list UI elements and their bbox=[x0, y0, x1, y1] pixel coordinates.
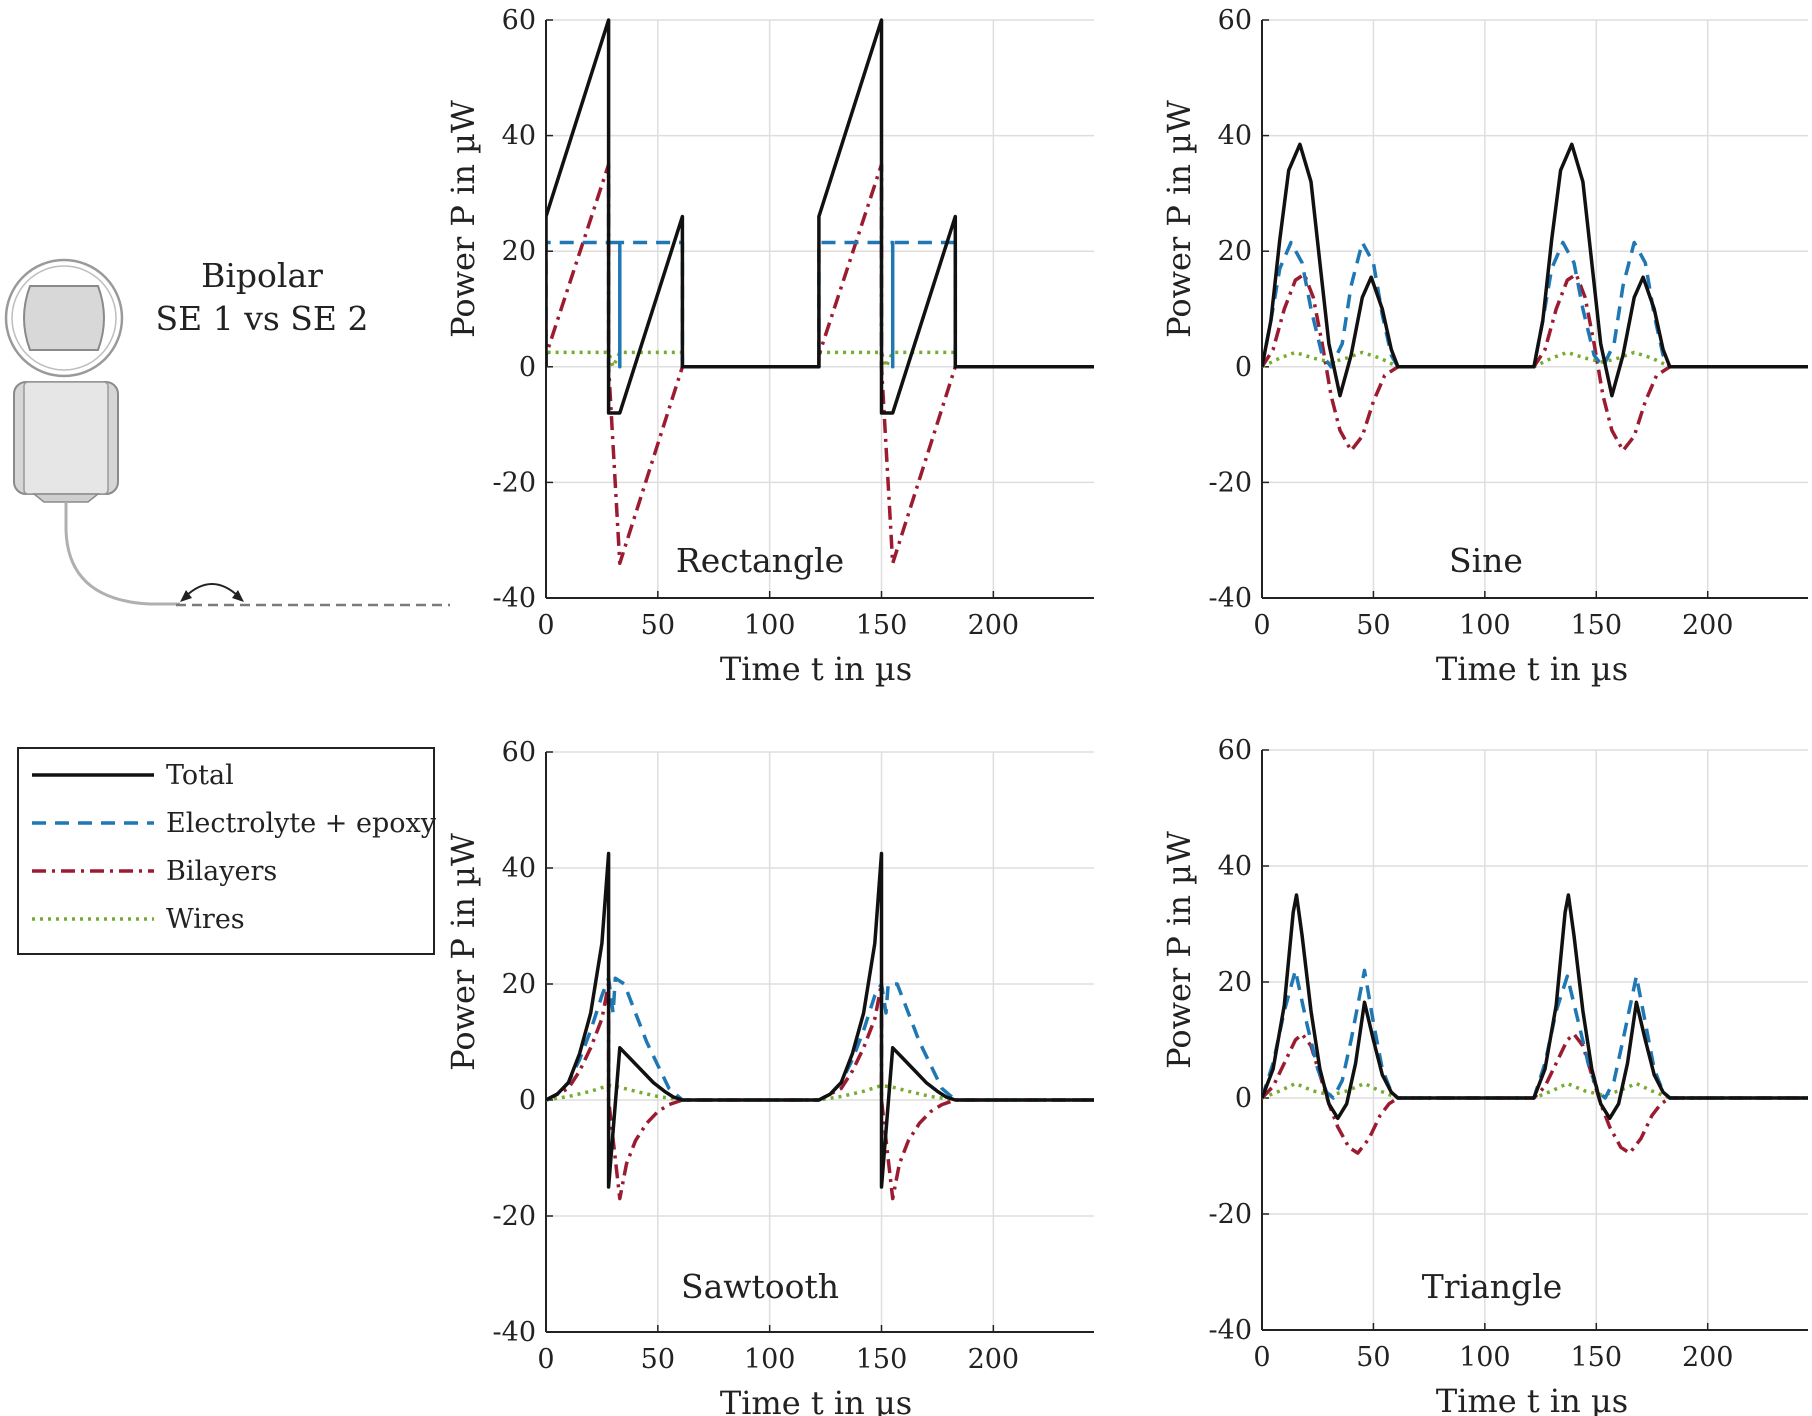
y-tick-label: -20 bbox=[1209, 1199, 1252, 1230]
x-tick-label: 150 bbox=[856, 610, 908, 641]
x-tick-label: 200 bbox=[1682, 610, 1734, 641]
y-tick-label: 40 bbox=[1218, 121, 1252, 152]
x-axis-label: Time t in µs bbox=[1436, 650, 1628, 688]
x-axis-label: Time t in µs bbox=[1436, 1382, 1628, 1416]
x-tick-label: 200 bbox=[1682, 1342, 1734, 1373]
y-tick-label: 0 bbox=[519, 1085, 536, 1116]
chart-title: Rectangle bbox=[676, 541, 844, 580]
y-tick-label: -40 bbox=[493, 1317, 536, 1348]
legend-item-bilayers: Bilayers bbox=[32, 856, 277, 887]
series-line-bilayers bbox=[546, 982, 1094, 1201]
x-tick-label: 50 bbox=[641, 610, 675, 641]
x-axis-label: Time t in µs bbox=[720, 650, 912, 688]
series-line-total bbox=[1262, 893, 1808, 1121]
x-tick-label: 100 bbox=[744, 1344, 796, 1375]
chart-title: Sine bbox=[1449, 541, 1523, 580]
x-tick-label: 0 bbox=[537, 610, 554, 641]
series-line-electrolyte-epoxy bbox=[1262, 968, 1808, 1100]
x-tick-label: 150 bbox=[1571, 1342, 1623, 1373]
legend-label: Electrolyte + epoxy bbox=[166, 808, 437, 839]
series-group bbox=[546, 18, 1094, 566]
legend-label: Total bbox=[166, 760, 234, 791]
series-group bbox=[1262, 142, 1808, 453]
y-tick-label: 40 bbox=[1218, 851, 1252, 882]
y-axis-label: Power P in µW bbox=[444, 100, 482, 338]
x-tick-label: 0 bbox=[1253, 1342, 1270, 1373]
x-tick-label: 150 bbox=[856, 1344, 908, 1375]
series-line-wires bbox=[546, 1083, 1094, 1102]
legend-label: Bilayers bbox=[166, 856, 277, 887]
y-tick-label: 0 bbox=[1235, 352, 1252, 383]
chart-title: Triangle bbox=[1422, 1267, 1562, 1306]
legend-item-electrolyte-epoxy: Electrolyte + epoxy bbox=[32, 808, 437, 839]
x-axis-label: Time t in µs bbox=[720, 1384, 912, 1416]
y-tick-label: 20 bbox=[1218, 236, 1252, 267]
x-tick-label: 0 bbox=[1253, 610, 1270, 641]
x-tick-label: 100 bbox=[744, 610, 796, 641]
series-group bbox=[546, 851, 1094, 1201]
x-tick-label: 50 bbox=[641, 1344, 675, 1375]
chart-rectangle: 0 50 100 150 200 -40 -20 0 20 40 60 Time t in µs Pow… bbox=[444, 5, 1094, 688]
y-tick-label: 20 bbox=[1218, 967, 1252, 998]
y-tick-label: 60 bbox=[502, 5, 536, 36]
series-line-total bbox=[1262, 142, 1808, 398]
y-tick-label: 60 bbox=[1218, 5, 1252, 36]
series-group bbox=[1262, 893, 1808, 1155]
legend-item-total: Total bbox=[32, 760, 234, 791]
x-tick-label: 50 bbox=[1356, 1342, 1390, 1373]
series-line-electrolyte-epoxy bbox=[546, 976, 1094, 1102]
series-line-total bbox=[546, 18, 1094, 415]
y-axis-label: Power P in µW bbox=[444, 833, 482, 1071]
device-illustration bbox=[4, 258, 450, 607]
x-tick-label: 100 bbox=[1459, 1342, 1511, 1373]
y-axis-label: Power P in µW bbox=[1160, 100, 1198, 338]
x-tick-label: 200 bbox=[968, 1344, 1020, 1375]
device-label-line2: SE 1 vs SE 2 bbox=[156, 299, 369, 338]
x-tick-label: 200 bbox=[968, 610, 1020, 641]
y-tick-label: -20 bbox=[493, 1201, 536, 1232]
y-tick-label: -20 bbox=[493, 467, 536, 498]
chart-sawtooth: 0 50 100 150 200 -40 -20 0 20 40 60 Time t in µs Pow… bbox=[444, 737, 1094, 1416]
y-tick-label: 60 bbox=[502, 737, 536, 768]
chart-triangle: 0 50 100 150 200 -40 -20 0 20 40 60 Time t in µs Pow… bbox=[1160, 735, 1808, 1416]
device-label-line1: Bipolar bbox=[201, 256, 323, 295]
y-tick-label: -20 bbox=[1209, 467, 1252, 498]
y-tick-label: 20 bbox=[502, 236, 536, 267]
series-line-total bbox=[546, 851, 1094, 1189]
series-line-electrolyte-epoxy bbox=[1262, 240, 1808, 369]
x-tick-label: 0 bbox=[537, 1344, 554, 1375]
legend-box bbox=[17, 747, 435, 955]
x-tick-label: 150 bbox=[1571, 610, 1623, 641]
chart-sine: 0 50 100 150 200 -40 -20 0 20 40 60 Time t in µs Pow… bbox=[1160, 5, 1808, 688]
y-tick-label: 40 bbox=[502, 121, 536, 152]
y-tick-label: 40 bbox=[502, 853, 536, 884]
y-axis-label: Power P in µW bbox=[1160, 831, 1198, 1069]
chart-title: Sawtooth bbox=[681, 1267, 839, 1306]
y-tick-label: 0 bbox=[519, 352, 536, 383]
legend-item-wires: Wires bbox=[32, 904, 245, 935]
y-tick-label: -40 bbox=[493, 583, 536, 614]
legend: Total Electrolyte + epoxy Bilayers Wires bbox=[17, 747, 437, 955]
y-tick-label: 60 bbox=[1218, 735, 1252, 766]
y-tick-label: 0 bbox=[1235, 1083, 1252, 1114]
x-tick-label: 50 bbox=[1356, 610, 1390, 641]
legend-label: Wires bbox=[166, 904, 245, 935]
y-tick-label: 20 bbox=[502, 969, 536, 1000]
y-tick-label: -40 bbox=[1209, 583, 1252, 614]
y-tick-label: -40 bbox=[1209, 1315, 1252, 1346]
x-tick-label: 100 bbox=[1459, 610, 1511, 641]
